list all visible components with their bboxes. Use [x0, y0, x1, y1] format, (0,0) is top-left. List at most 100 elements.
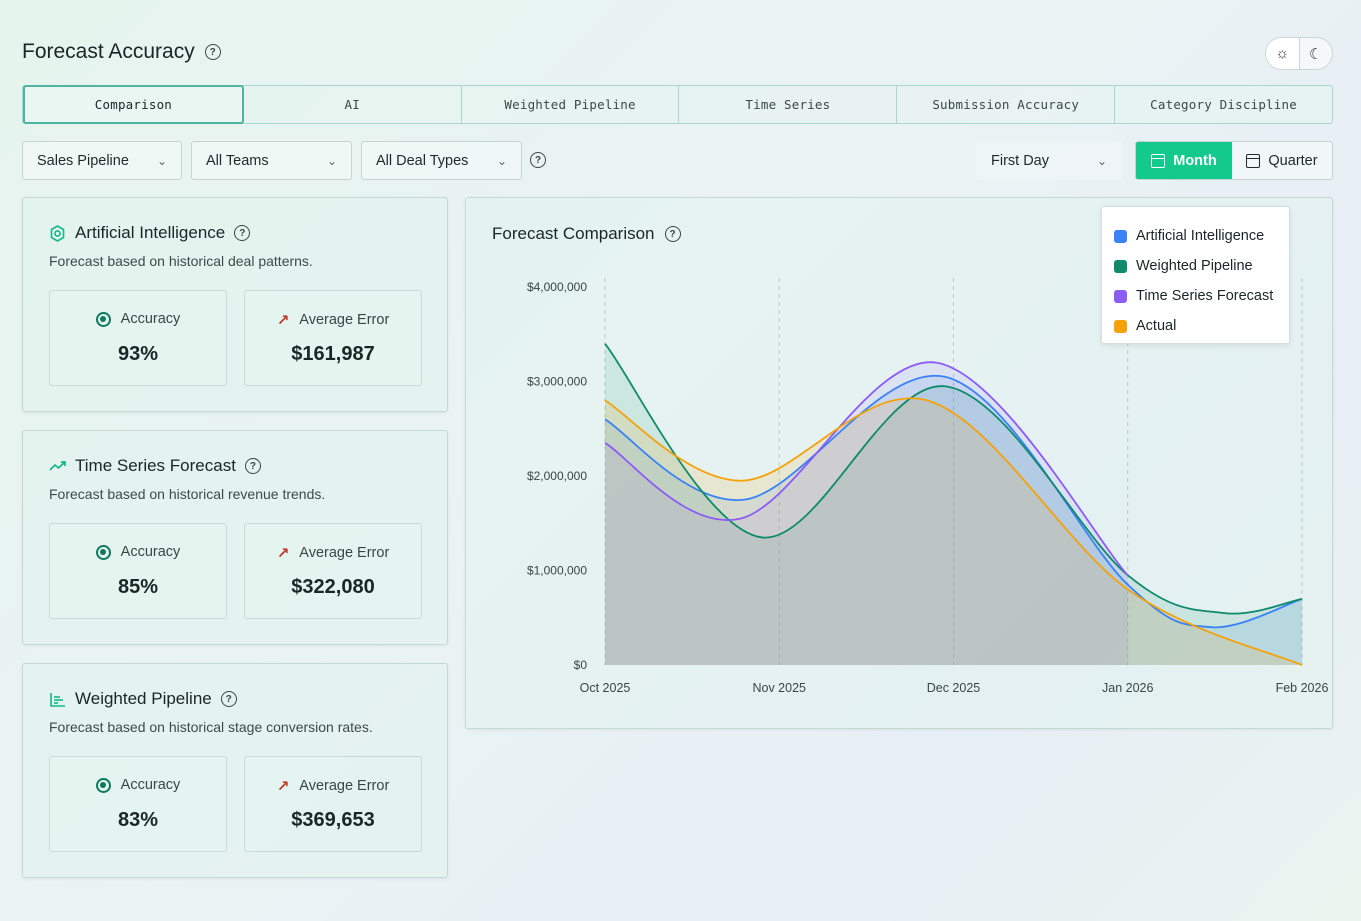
- x-tick-label: Nov 2025: [752, 681, 806, 695]
- card-description: Forecast based on historical deal patter…: [49, 253, 313, 269]
- legend-item[interactable]: Artificial Intelligence: [1114, 221, 1277, 251]
- legend-swatch: [1114, 319, 1127, 333]
- tab-category-discipline[interactable]: Category Discipline: [1150, 97, 1297, 112]
- y-tick-label: $3,000,000: [527, 375, 587, 389]
- chevron-down-icon: ⌄: [1096, 153, 1107, 168]
- accuracy-metric: Accuracy 85%: [49, 523, 227, 619]
- x-tick-label: Oct 2025: [580, 681, 631, 695]
- tab-submission-accuracy[interactable]: Submission Accuracy: [897, 86, 1116, 123]
- accuracy-label: Accuracy: [120, 311, 181, 327]
- time-series-series-line: [604, 361, 1129, 576]
- accuracy-label: Accuracy: [120, 544, 181, 560]
- calendar-icon: [1151, 153, 1166, 168]
- chart-legend: Artificial Intelligence Weighted Pipelin…: [1101, 206, 1290, 344]
- ai-series-line: [604, 374, 1303, 629]
- sun-icon[interactable]: ☼: [1266, 38, 1300, 69]
- chevron-down-icon: ⌄: [156, 153, 167, 168]
- tab-comparison[interactable]: Comparison: [23, 85, 244, 124]
- legend-swatch: [1114, 289, 1127, 303]
- deal-types-select-value: All Deal Types: [376, 152, 469, 169]
- card-title: Artificial Intelligence: [75, 223, 226, 242]
- filter-help-icon[interactable]: ?: [530, 152, 546, 168]
- day-select-value: First Day: [991, 152, 1049, 169]
- average-error-label: Average Error: [299, 778, 390, 794]
- legend-label: Time Series Forecast: [1136, 288, 1274, 304]
- ai-series-area: [605, 375, 1302, 665]
- average-error-metric: ↗ Average Error $369,653: [244, 756, 422, 852]
- legend-swatch: [1114, 229, 1127, 243]
- target-icon: [95, 311, 111, 327]
- card-title: Time Series Forecast: [75, 456, 236, 475]
- quarter-button[interactable]: Quarter: [1232, 142, 1332, 179]
- card-title: Weighted Pipeline: [75, 689, 212, 708]
- legend-item[interactable]: Time Series Forecast: [1114, 281, 1277, 311]
- tab-bar: Comparison AI Weighted Pipeline Time Ser…: [22, 85, 1333, 124]
- weighted-pipeline-series-line: [604, 343, 1303, 615]
- average-error-label: Average Error: [299, 312, 390, 328]
- chart-title: Forecast Comparison: [492, 224, 655, 243]
- y-tick-label: $1,000,000: [527, 564, 587, 578]
- quarter-button-label: Quarter: [1268, 152, 1318, 169]
- calendar-icon: [1246, 153, 1261, 168]
- help-icon[interactable]: ?: [244, 458, 261, 474]
- accuracy-label: Accuracy: [120, 777, 181, 793]
- ai-chip-icon: [50, 224, 65, 242]
- x-tick-label: Feb 2026: [1276, 681, 1329, 695]
- target-icon: [95, 777, 111, 793]
- deal-types-select[interactable]: All Deal Types ⌄: [361, 141, 522, 180]
- legend-label: Artificial Intelligence: [1136, 228, 1265, 244]
- time-series-series-area: [605, 362, 1128, 665]
- help-icon[interactable]: ?: [220, 691, 237, 707]
- accuracy-value: 83%: [117, 809, 159, 831]
- accuracy-metric: Accuracy 83%: [49, 756, 227, 852]
- day-select[interactable]: First Day ⌄: [976, 141, 1122, 180]
- average-error-value: $161,987: [291, 343, 375, 365]
- page-title: Forecast Accuracy: [22, 40, 195, 63]
- trend-up-icon: ↗: [276, 778, 290, 795]
- pipeline-select[interactable]: Sales Pipeline ⌄: [22, 141, 182, 180]
- tab-ai[interactable]: AI: [244, 86, 462, 123]
- help-icon[interactable]: ?: [234, 225, 251, 241]
- tab-time-series[interactable]: Time Series: [679, 86, 898, 123]
- actual-series-area: [605, 398, 1302, 665]
- card-title-row: Artificial Intelligence ?: [49, 223, 251, 243]
- teams-select-value: All Teams: [206, 152, 269, 169]
- average-error-value: $369,653: [291, 809, 375, 831]
- target-icon: [95, 544, 111, 560]
- y-tick-label: $0: [574, 658, 588, 672]
- teams-select[interactable]: All Teams ⌄: [191, 141, 352, 180]
- page-header: Forecast Accuracy ?: [22, 40, 221, 64]
- actual-series-line: [604, 397, 1303, 666]
- forecast-chart: Oct 2025 Nov 2025 Dec 2025 Jan 2026 Feb 2026…: [527, 278, 1329, 695]
- average-error-label: Average Error: [299, 545, 390, 561]
- tab-weighted-pipeline[interactable]: Weighted Pipeline: [462, 86, 680, 123]
- card-title-row: Time Series Forecast ?: [49, 456, 261, 476]
- legend-item[interactable]: Actual: [1114, 311, 1277, 341]
- bar-chart-icon: [50, 692, 65, 707]
- legend-item[interactable]: Weighted Pipeline: [1114, 251, 1277, 281]
- card-description: Forecast based on historical stage conve…: [49, 719, 373, 735]
- legend-swatch: [1114, 259, 1127, 273]
- help-icon[interactable]: ?: [664, 226, 681, 242]
- y-tick-label: $4,000,000: [527, 280, 587, 294]
- month-button-label: Month: [1173, 152, 1217, 169]
- theme-toggle[interactable]: ☼ ☾: [1265, 37, 1333, 70]
- average-error-value: $322,080: [291, 576, 375, 598]
- weighted-pipeline-card: Weighted Pipeline ? Forecast based on hi…: [22, 663, 448, 878]
- pipeline-select-value: Sales Pipeline: [37, 152, 129, 169]
- month-button[interactable]: Month: [1136, 142, 1232, 179]
- trend-up-icon: ↗: [276, 545, 290, 562]
- legend-label: Actual: [1136, 318, 1177, 334]
- trend-up-icon: [49, 460, 66, 471]
- moon-icon[interactable]: ☾: [1309, 45, 1323, 63]
- forecast-comparison-card: Forecast Comparison ? Oct 2025 Nov 2025 De…: [465, 197, 1333, 729]
- period-toggle: Month Quarter: [1135, 141, 1333, 180]
- average-error-metric: ↗ Average Error $322,080: [244, 523, 422, 619]
- accuracy-value: 93%: [117, 343, 159, 365]
- chevron-down-icon: ⌄: [326, 153, 337, 168]
- chart-title-row: Forecast Comparison ?: [492, 224, 681, 244]
- trend-up-icon: ↗: [276, 312, 290, 329]
- accuracy-metric: Accuracy 93%: [49, 290, 227, 386]
- accuracy-value: 85%: [117, 576, 159, 598]
- help-icon[interactable]: ?: [204, 44, 221, 60]
